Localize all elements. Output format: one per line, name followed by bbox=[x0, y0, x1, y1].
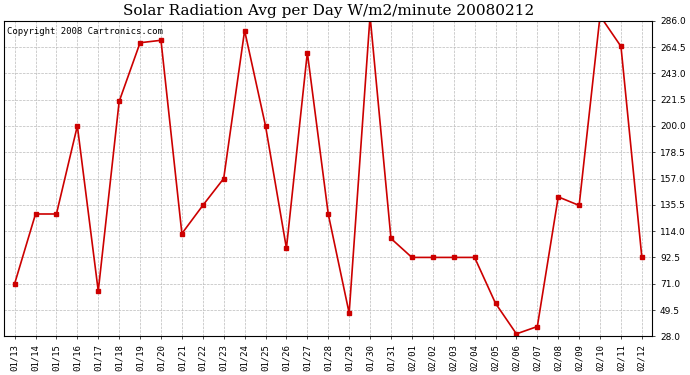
Title: Solar Radiation Avg per Day W/m2/minute 20080212: Solar Radiation Avg per Day W/m2/minute … bbox=[123, 4, 534, 18]
Text: Copyright 2008 Cartronics.com: Copyright 2008 Cartronics.com bbox=[8, 27, 164, 36]
